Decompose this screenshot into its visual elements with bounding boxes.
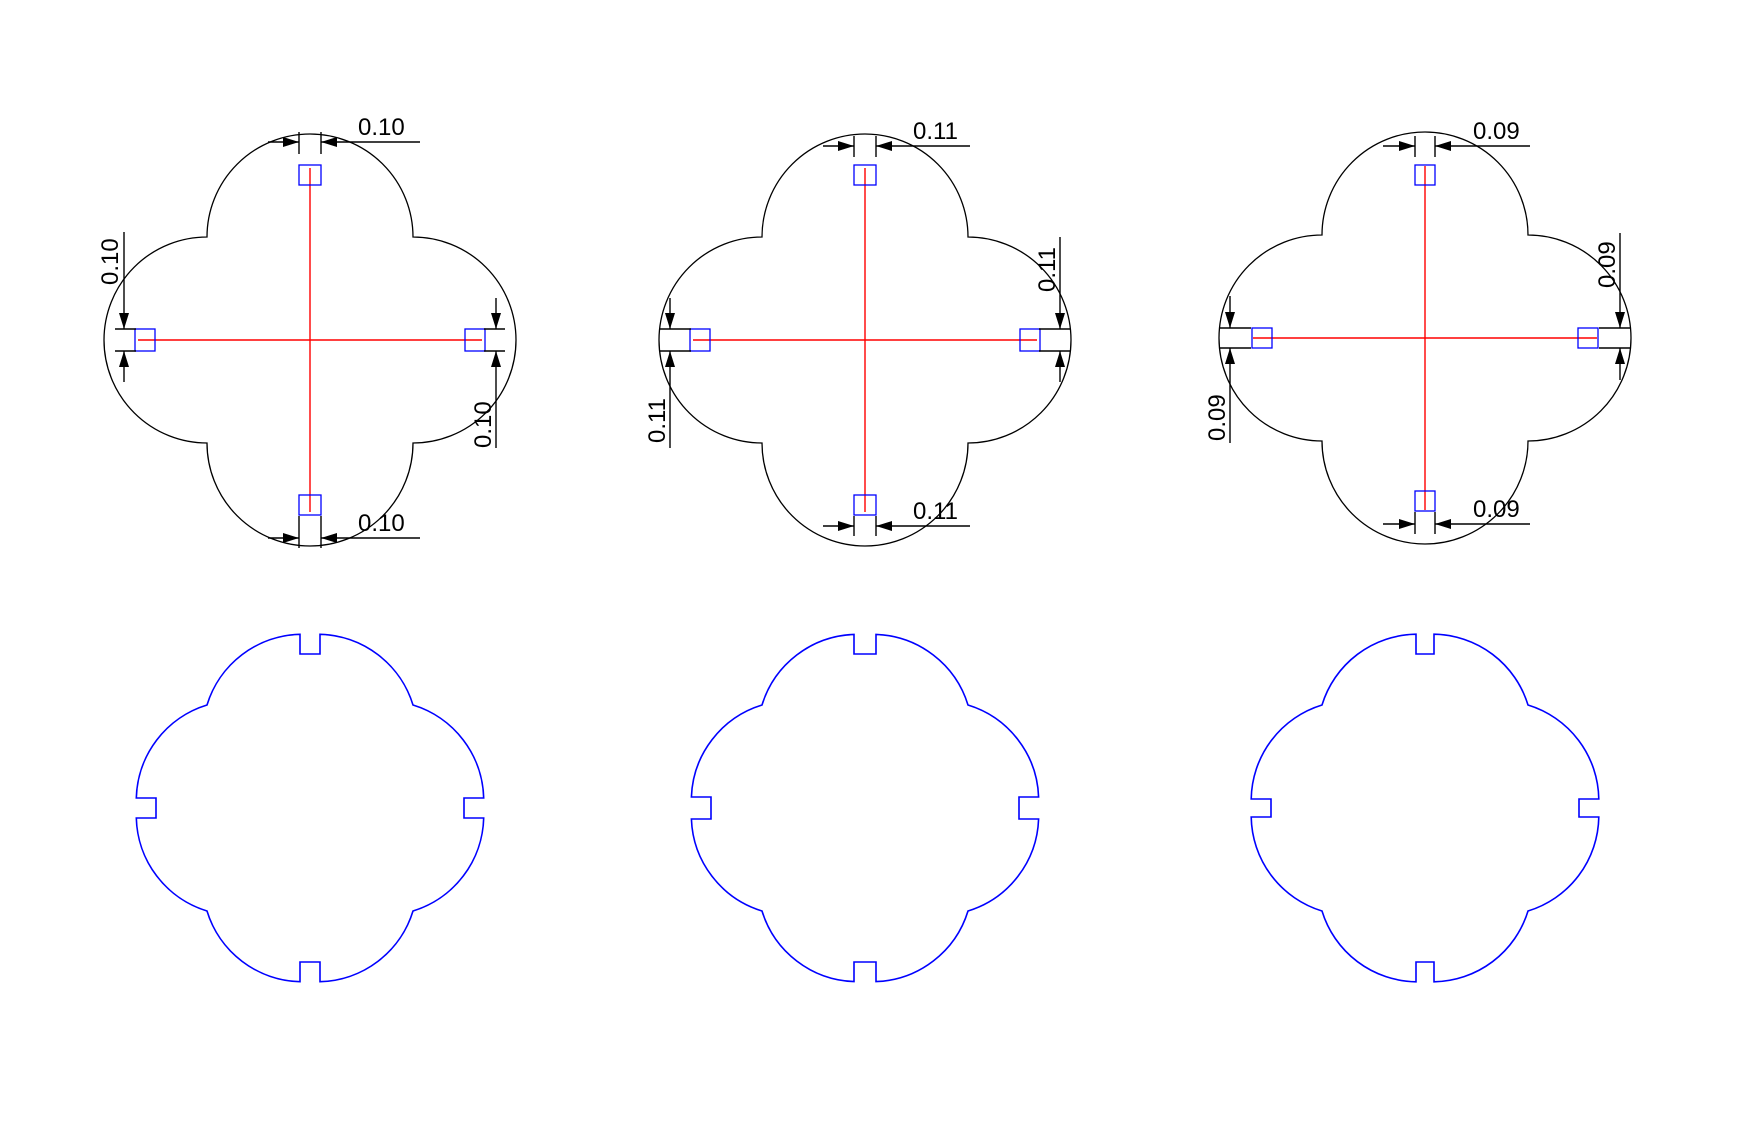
dimension-label-right: 0.10 — [470, 401, 497, 448]
notch-marker-left — [689, 328, 711, 352]
notched-quatrefoil-profile — [1250, 633, 1600, 983]
cut-profile-1 — [135, 633, 485, 983]
notch-marker-right — [464, 328, 486, 352]
notch-marker-bottom — [1414, 490, 1436, 512]
dimensioned-shape-3: 0.09 0.09 0.09 0.09 — [1204, 118, 1632, 545]
notch-marker-left — [1251, 327, 1273, 349]
dimension-label-left: 0.09 — [1204, 394, 1231, 441]
dimension-left: 0.09 — [1204, 296, 1251, 443]
dimension-label-right: 0.09 — [1594, 241, 1621, 288]
dimension-label-left: 0.10 — [97, 238, 124, 285]
dimension-right: 0.09 — [1594, 233, 1630, 380]
dimension-label-top: 0.09 — [1473, 118, 1520, 145]
notch-marker-top — [1414, 164, 1436, 186]
dimension-right: 0.11 — [1034, 237, 1070, 382]
dimension-label-bottom: 0.11 — [913, 498, 958, 525]
dimension-label-bottom: 0.09 — [1473, 496, 1520, 523]
notched-quatrefoil-profile — [690, 633, 1040, 983]
dimensioned-shape-1: 0.10 0.10 0.10 — [97, 114, 517, 548]
notch-marker-right — [1577, 327, 1599, 349]
dimension-top: 0.10 — [268, 114, 420, 154]
notch-marker-top — [853, 164, 877, 186]
cut-profile-2 — [690, 633, 1040, 983]
dimension-left: 0.11 — [644, 298, 691, 448]
dimension-top: 0.11 — [823, 118, 970, 157]
dimension-bottom: 0.10 — [268, 510, 420, 548]
dimension-right: 0.10 — [470, 298, 505, 448]
cut-profile-3 — [1250, 633, 1600, 983]
notch-marker-bottom — [298, 494, 322, 516]
notch-marker-left — [134, 328, 156, 352]
notched-quatrefoil-profile — [135, 633, 485, 983]
dimension-top: 0.09 — [1383, 118, 1530, 157]
dimension-left: 0.10 — [97, 232, 136, 382]
notch-marker-right — [1019, 328, 1041, 352]
dimension-label-top: 0.11 — [913, 118, 958, 145]
dimension-label-bottom: 0.10 — [358, 510, 405, 537]
dimensioned-shape-2: 0.11 0.11 0.11 0.11 — [644, 118, 1072, 547]
dimension-bottom: 0.11 — [823, 498, 970, 536]
quatrefoil-outline — [658, 133, 1072, 547]
quatrefoil-outline — [1218, 131, 1632, 545]
dimension-label-right: 0.11 — [1034, 247, 1061, 292]
dimension-label-left: 0.11 — [644, 398, 671, 443]
notch-marker-top — [298, 164, 322, 186]
quatrefoil-outline — [103, 133, 517, 547]
notch-marker-bottom — [853, 494, 877, 516]
dimension-bottom: 0.09 — [1383, 496, 1530, 534]
dimension-label-top: 0.10 — [358, 114, 405, 141]
